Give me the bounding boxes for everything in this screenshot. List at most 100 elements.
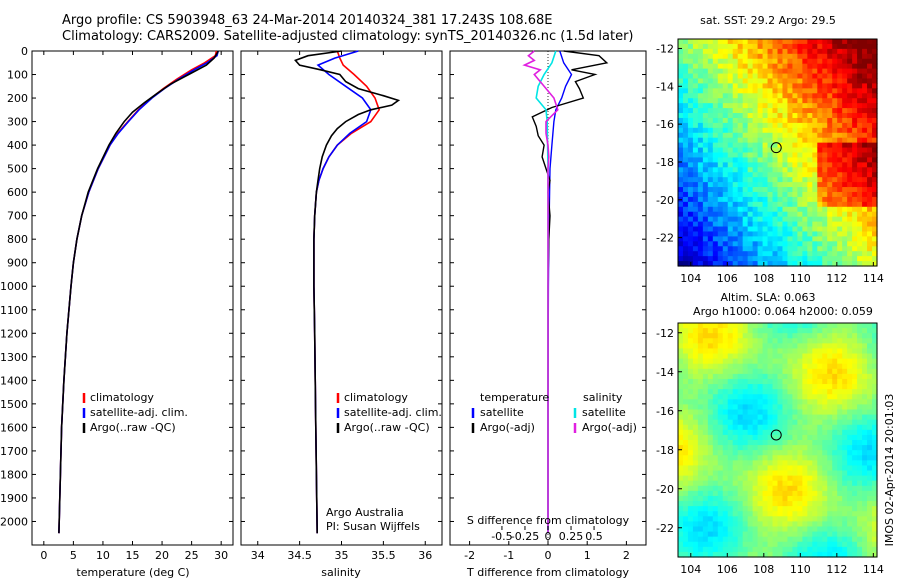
depth-tick-label: 500: [7, 163, 28, 176]
sst-cell: [812, 187, 818, 193]
sst-cell: [747, 103, 754, 109]
sst-cell: [832, 147, 838, 154]
sst-cell: [762, 172, 769, 178]
sst-cell: [817, 88, 823, 94]
sla-cell: [857, 460, 863, 467]
sst-cell: [707, 246, 714, 252]
sla-cell: [867, 358, 873, 365]
sst-cell: [712, 117, 719, 124]
sla-cell: [717, 440, 724, 446]
sst-cell: [817, 226, 823, 233]
sla-cell: [852, 434, 858, 441]
sla-cell: [812, 480, 818, 487]
sst-cell: [797, 157, 803, 163]
sla-cell: [807, 328, 813, 334]
diff-xtick-label: 1: [584, 549, 591, 562]
sst-cell: [732, 256, 739, 262]
argo-location-marker: [770, 429, 782, 441]
sla-cell: [702, 541, 709, 548]
sst-cell: [702, 157, 709, 163]
sla-cell: [832, 501, 838, 507]
sst-cell: [707, 167, 714, 173]
sst-cell: [717, 39, 724, 45]
sst-cell: [707, 98, 714, 104]
sla-cell: [762, 333, 769, 339]
sla-cell: [872, 348, 878, 355]
sst-cell: [812, 221, 818, 228]
sla-cell: [767, 541, 774, 548]
sla-cell: [772, 399, 779, 405]
sst-cell: [687, 211, 694, 218]
sla-cell: [717, 399, 724, 405]
sla-cell: [697, 348, 704, 355]
sst-cell: [802, 63, 808, 70]
sla-cell: [717, 546, 724, 553]
sla-cell: [767, 445, 774, 451]
sst-cell: [817, 157, 823, 163]
sla-cell: [722, 516, 729, 522]
sst-cell: [797, 246, 803, 252]
sst-cell: [682, 58, 689, 65]
sst-cell: [832, 231, 838, 237]
sla-cell: [707, 409, 714, 416]
sla-cell: [822, 363, 828, 370]
map-ytick-label: -14: [656, 366, 674, 379]
sst-cell: [802, 256, 808, 262]
sst-cell: [792, 113, 798, 119]
sla-cell: [742, 414, 749, 421]
sla-cell: [697, 363, 704, 370]
sla-cell: [862, 526, 868, 533]
sla-cell: [822, 460, 828, 467]
sst-cell: [717, 216, 724, 223]
sla-cell: [697, 328, 704, 334]
sst-cell: [747, 48, 754, 55]
sst-cell: [687, 231, 694, 237]
sla-cell: [707, 455, 714, 461]
sst-cell: [872, 261, 878, 267]
sst-cell: [682, 167, 689, 173]
sla-cell: [862, 511, 868, 517]
sla-cell: [687, 495, 694, 502]
sst-cell: [702, 216, 709, 223]
sst-cell: [687, 68, 694, 75]
sla-cell: [832, 531, 838, 538]
sla-cell: [872, 465, 878, 472]
sla-cell: [732, 445, 739, 451]
sst-cell: [712, 39, 719, 45]
sst-cell: [727, 261, 734, 267]
sst-cell: [742, 201, 749, 208]
sla-cell: [867, 333, 873, 339]
sla-cell: [827, 526, 833, 533]
sst-cell: [742, 216, 749, 223]
sst-cell: [692, 43, 699, 50]
sla-cell: [727, 460, 734, 467]
sla-cell: [842, 501, 848, 507]
sst-cell: [678, 98, 684, 104]
sla-cell: [792, 450, 798, 456]
sla-cell: [757, 485, 764, 492]
sst-cell: [867, 226, 873, 233]
sst-cell: [822, 172, 828, 178]
sst-cell: [807, 236, 813, 242]
sla-cell: [832, 506, 838, 512]
sst-cell: [852, 261, 858, 267]
sla-cell: [792, 429, 798, 436]
sst-cell: [747, 231, 754, 237]
sst-cell: [797, 231, 803, 237]
sla-cell: [872, 511, 878, 517]
sst-cell: [862, 157, 868, 163]
sla-cell: [837, 526, 843, 533]
sst-cell: [772, 108, 779, 114]
sla-cell: [777, 480, 784, 487]
sla-cell: [777, 465, 784, 472]
sla-cell: [682, 343, 689, 350]
sst-cell: [822, 127, 828, 134]
sla-cell: [682, 368, 689, 375]
sla-cell: [792, 490, 798, 497]
sla-cell: [772, 536, 779, 543]
sla-cell: [852, 384, 858, 390]
sla-cell: [687, 348, 694, 355]
sst-cell: [692, 216, 699, 223]
sst-cell: [732, 117, 739, 124]
sla-cell: [717, 526, 724, 533]
